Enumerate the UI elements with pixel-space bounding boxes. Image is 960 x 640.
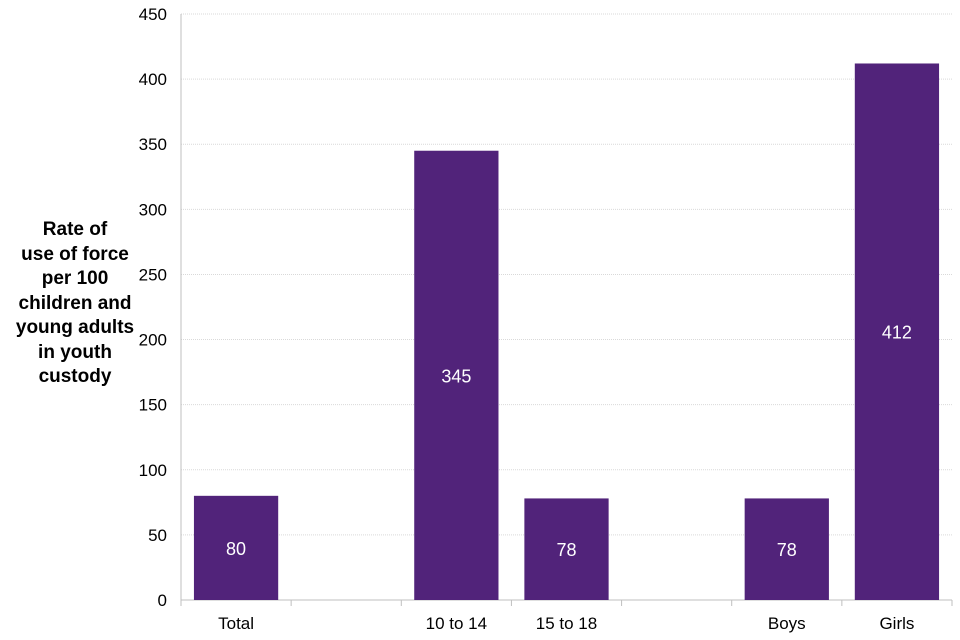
x-tick-label: 10 to 14 [426,614,487,633]
bar [524,498,609,600]
y-axis-label-line: children and [18,292,132,314]
y-tick-label: 350 [139,135,167,154]
y-axis-label-line: in youth [38,341,112,363]
x-tick-label: Total [218,614,254,633]
data-label: 78 [777,540,797,560]
x-tick-label: Boys [768,614,806,633]
y-axis-label-line: per 100 [41,268,109,289]
y-tick-label: 300 [139,200,167,219]
data-label: 78 [556,540,576,560]
y-axis-label: Rate of use of force per 100 children an… [4,218,146,390]
data-label: 80 [226,539,246,559]
y-axis-label-line: Rate of [42,219,108,240]
data-label: 345 [441,366,471,386]
y-axis-label-line: young adults [15,317,135,338]
y-axis-label-line: use of force [21,243,129,265]
y-tick-label: 150 [139,396,167,415]
y-tick-label: 100 [139,461,167,480]
y-tick-label: 400 [139,70,167,89]
data-label: 412 [882,323,912,343]
y-tick-label: 50 [148,526,167,545]
x-tick-label: 15 to 18 [536,614,597,633]
y-tick-label: 250 [139,265,167,284]
y-axis-label-line: custody [38,366,112,387]
bar [414,150,499,600]
bar [193,495,279,600]
y-tick-label: 450 [139,5,167,24]
x-tick-label: Girls [879,614,914,633]
y-tick-label: 0 [158,591,167,610]
y-tick-label: 200 [139,331,167,350]
bar [854,63,940,601]
bar [744,498,829,600]
